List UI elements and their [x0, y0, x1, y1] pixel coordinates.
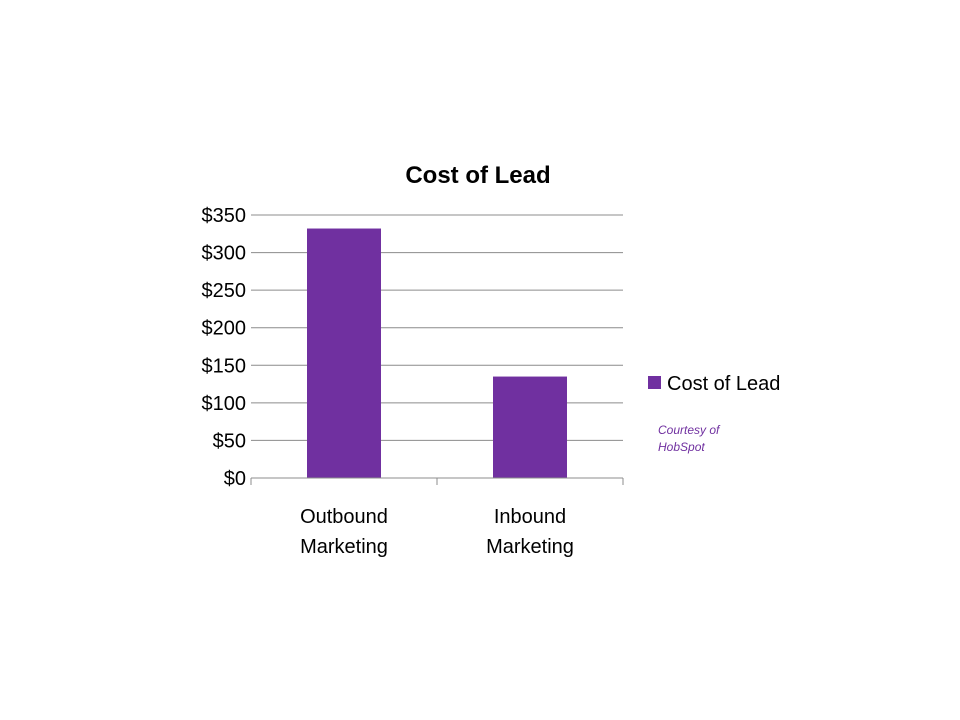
y-tick-label: $0 — [224, 468, 246, 490]
y-tick-label: $300 — [202, 243, 247, 265]
bar — [307, 228, 381, 478]
bars — [307, 228, 567, 478]
y-tick-label: $100 — [202, 393, 247, 415]
gridlines — [251, 214, 623, 479]
x-tick-label: Inbound Marketing — [486, 506, 574, 558]
source-note: Courtesy of HobSpot — [658, 423, 720, 454]
chart-title: Cost of Lead — [405, 162, 550, 189]
y-tick-label: $150 — [202, 355, 247, 377]
y-tick-label: $50 — [213, 430, 246, 452]
legend-label: Cost of Lead — [667, 373, 780, 395]
x-axis — [250, 477, 624, 485]
y-tick-label: $200 — [202, 318, 247, 340]
x-tick-label: Outbound Marketing — [300, 506, 388, 558]
y-axis-ticks: $0 $50 $100 $150 $200 $250 $300 $350 — [202, 205, 247, 490]
bar — [493, 376, 567, 478]
x-axis-tick-labels: Outbound Marketing Inbound Marketing — [300, 506, 574, 558]
legend: Cost of Lead — [648, 373, 780, 395]
y-tick-label: $350 — [202, 205, 247, 227]
y-tick-label: $250 — [202, 280, 247, 302]
legend-swatch — [648, 376, 661, 389]
